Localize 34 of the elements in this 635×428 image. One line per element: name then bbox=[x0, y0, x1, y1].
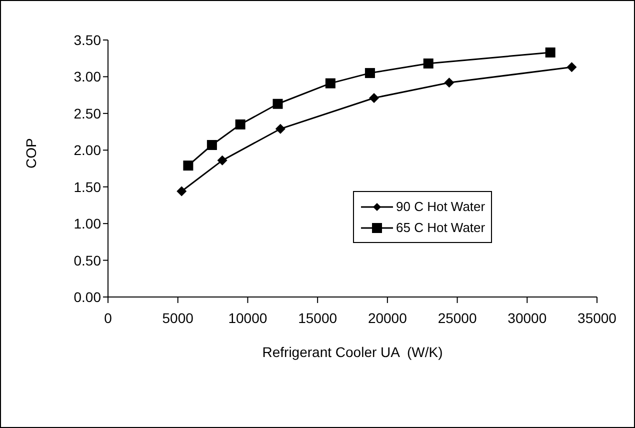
y-tick-label: 0.50 bbox=[74, 252, 102, 268]
point bbox=[217, 155, 228, 166]
legend-label: 65 C Hot Water bbox=[396, 220, 486, 235]
x-tick-label: 30000 bbox=[508, 310, 547, 326]
point bbox=[325, 78, 336, 88]
point bbox=[545, 47, 556, 58]
x-tick-label: 35000 bbox=[578, 310, 617, 326]
y-tick-label: 0.00 bbox=[74, 288, 102, 305]
x-tick-label: 10000 bbox=[228, 310, 268, 326]
x-tick-label: 25000 bbox=[438, 310, 477, 326]
point bbox=[183, 160, 194, 171]
legend-label: 90 C Hot Water bbox=[396, 199, 486, 214]
point bbox=[364, 68, 375, 78]
y-tick-label: 1.00 bbox=[74, 216, 102, 232]
point bbox=[369, 93, 380, 104]
point bbox=[566, 62, 577, 72]
point bbox=[272, 98, 283, 109]
point bbox=[206, 140, 217, 150]
y-tick-label: 2.50 bbox=[74, 105, 102, 122]
x-tick-label: 5000 bbox=[162, 310, 194, 326]
y-axis-title: COP bbox=[22, 138, 39, 168]
point bbox=[275, 124, 286, 134]
point bbox=[176, 186, 187, 196]
y-tick-label: 3.00 bbox=[74, 68, 102, 85]
y-tick-label: 1.50 bbox=[74, 178, 102, 195]
y-tick-label: 2.00 bbox=[74, 142, 102, 158]
x-tick-label: 20000 bbox=[368, 310, 408, 326]
point bbox=[444, 78, 454, 88]
x-axis-title: Refrigerant Cooler UA (W/K) bbox=[262, 344, 443, 360]
x-tick-label: 15000 bbox=[298, 310, 338, 326]
point bbox=[423, 58, 434, 68]
x-tick-label: 0 bbox=[104, 310, 112, 326]
y-tick-label: 3.50 bbox=[74, 32, 102, 48]
point bbox=[235, 119, 246, 130]
